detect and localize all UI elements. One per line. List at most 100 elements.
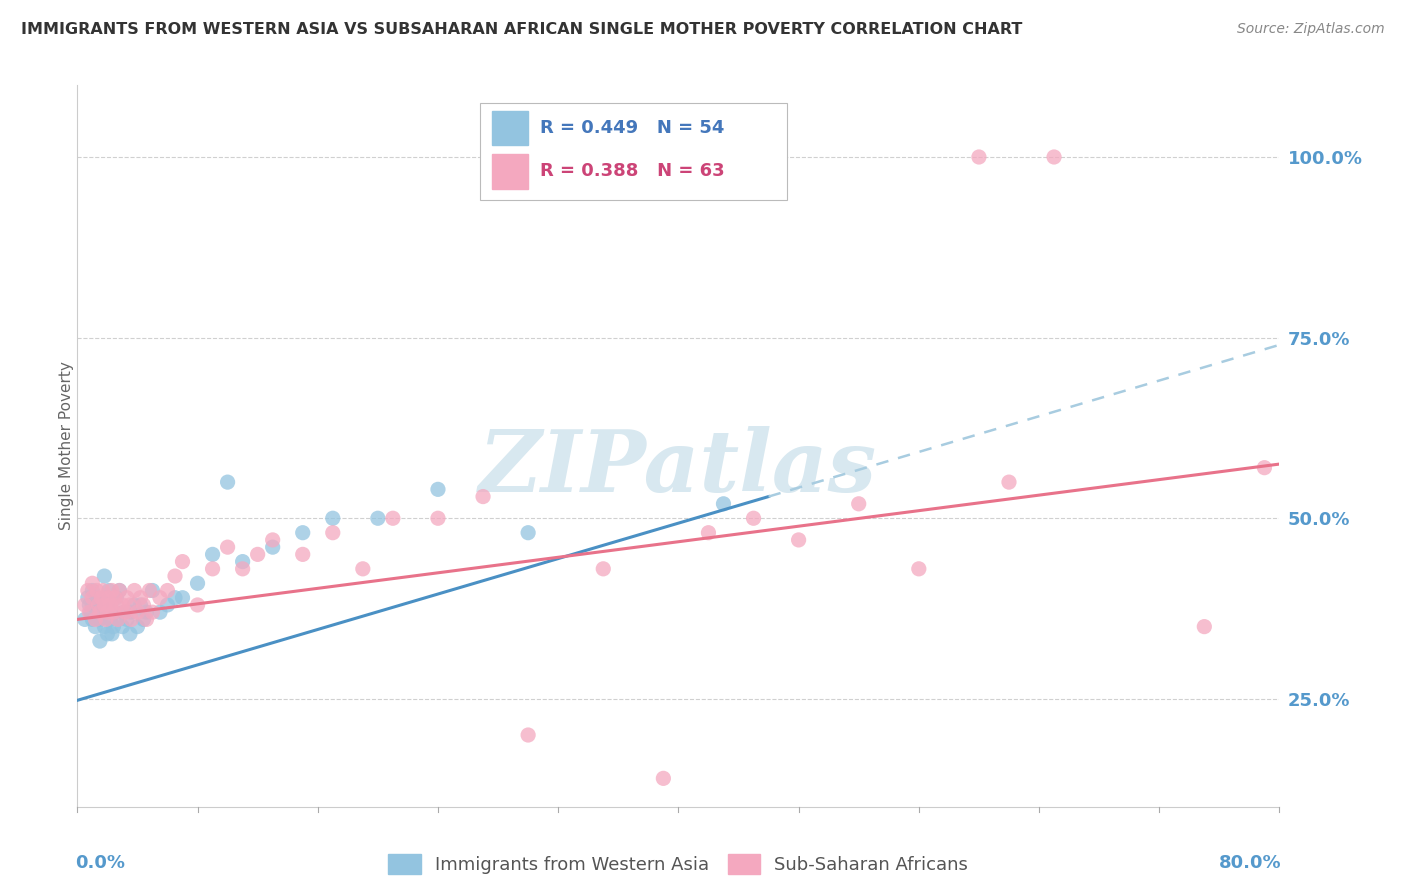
Point bbox=[120, 605, 142, 619]
Point bbox=[107, 612, 129, 626]
Point bbox=[135, 605, 157, 619]
Point bbox=[96, 605, 118, 619]
Point bbox=[104, 605, 127, 619]
Point bbox=[111, 598, 134, 612]
Point bbox=[132, 598, 155, 612]
Point bbox=[87, 598, 110, 612]
Point bbox=[93, 620, 115, 634]
Point bbox=[138, 583, 160, 598]
Point bbox=[111, 620, 134, 634]
Point bbox=[89, 634, 111, 648]
Text: R = 0.449   N = 54: R = 0.449 N = 54 bbox=[540, 120, 724, 137]
Point bbox=[97, 583, 120, 598]
Point bbox=[96, 605, 118, 619]
Text: 0.0%: 0.0% bbox=[75, 855, 125, 872]
Point bbox=[427, 511, 450, 525]
Point bbox=[105, 591, 128, 605]
Point bbox=[118, 627, 141, 641]
Point bbox=[713, 497, 735, 511]
Point bbox=[90, 605, 112, 619]
Point bbox=[246, 548, 269, 562]
Point bbox=[742, 511, 765, 525]
Point bbox=[89, 612, 111, 626]
Text: Source: ZipAtlas.com: Source: ZipAtlas.com bbox=[1237, 22, 1385, 37]
Point bbox=[149, 591, 172, 605]
Point bbox=[82, 598, 104, 612]
Point bbox=[79, 605, 101, 619]
Point bbox=[84, 612, 107, 626]
Point bbox=[84, 620, 107, 634]
Point bbox=[94, 591, 117, 605]
Point bbox=[76, 583, 98, 598]
Point bbox=[82, 583, 104, 598]
Point bbox=[517, 525, 540, 540]
Point bbox=[232, 555, 254, 569]
Point bbox=[472, 490, 495, 504]
Point bbox=[90, 591, 112, 605]
Point bbox=[100, 598, 122, 612]
Point bbox=[96, 627, 118, 641]
Point bbox=[187, 598, 209, 612]
Point bbox=[652, 772, 675, 786]
Point bbox=[82, 591, 104, 605]
Point bbox=[217, 540, 239, 554]
Point bbox=[156, 583, 179, 598]
Point bbox=[124, 583, 146, 598]
Point bbox=[135, 612, 157, 626]
Point bbox=[132, 612, 155, 626]
Point bbox=[291, 525, 314, 540]
Point bbox=[1043, 150, 1066, 164]
Point bbox=[201, 548, 224, 562]
Text: ZIPatlas: ZIPatlas bbox=[479, 425, 877, 509]
Point bbox=[101, 627, 124, 641]
Point bbox=[787, 533, 810, 547]
Point bbox=[86, 583, 108, 598]
Text: 80.0%: 80.0% bbox=[1219, 855, 1282, 872]
Point bbox=[163, 569, 186, 583]
Point bbox=[149, 605, 172, 619]
Point bbox=[112, 605, 135, 619]
Point bbox=[908, 562, 931, 576]
Text: R = 0.388   N = 63: R = 0.388 N = 63 bbox=[540, 162, 724, 180]
Point bbox=[105, 598, 128, 612]
Point bbox=[103, 605, 125, 619]
Point bbox=[120, 612, 142, 626]
Point bbox=[201, 562, 224, 576]
Point bbox=[82, 612, 104, 626]
Point bbox=[97, 591, 120, 605]
Point bbox=[187, 576, 209, 591]
Point bbox=[517, 728, 540, 742]
Point bbox=[107, 612, 129, 626]
Point bbox=[172, 591, 194, 605]
Point bbox=[87, 598, 110, 612]
Point bbox=[73, 612, 96, 626]
Point bbox=[129, 598, 152, 612]
Point bbox=[127, 605, 149, 619]
Point bbox=[967, 150, 990, 164]
Point bbox=[381, 511, 404, 525]
Point bbox=[367, 511, 389, 525]
Point bbox=[79, 598, 101, 612]
Point bbox=[262, 540, 284, 554]
Point bbox=[352, 562, 374, 576]
Point bbox=[115, 591, 138, 605]
Point bbox=[1194, 620, 1216, 634]
Point bbox=[129, 591, 152, 605]
Point bbox=[127, 620, 149, 634]
Point bbox=[93, 598, 115, 612]
Y-axis label: Single Mother Poverty: Single Mother Poverty bbox=[59, 361, 73, 531]
Point bbox=[100, 598, 122, 612]
Point bbox=[1253, 460, 1275, 475]
Point bbox=[115, 612, 138, 626]
Point bbox=[101, 583, 124, 598]
Point bbox=[232, 562, 254, 576]
Point bbox=[141, 605, 163, 619]
Point bbox=[118, 598, 141, 612]
Point bbox=[91, 598, 114, 612]
Point bbox=[163, 591, 186, 605]
Point bbox=[94, 612, 117, 626]
Point bbox=[73, 598, 96, 612]
Point bbox=[124, 598, 146, 612]
Point bbox=[93, 569, 115, 583]
Point bbox=[82, 576, 104, 591]
